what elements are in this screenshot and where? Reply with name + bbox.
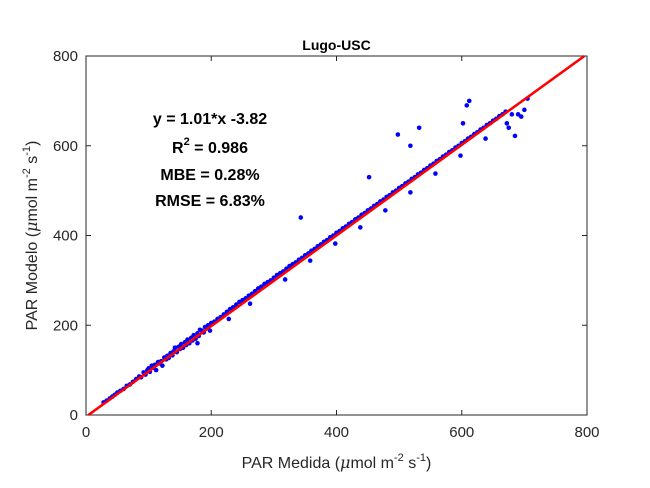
data-point [458, 153, 463, 158]
data-point [408, 190, 413, 195]
data-point [185, 337, 190, 342]
data-point [153, 367, 159, 373]
r2-value: = 0.986 [190, 140, 248, 157]
data-point [512, 133, 518, 139]
x-tick-label: 0 [82, 424, 90, 441]
rmse-annotation: RMSE = 6.83% [155, 193, 265, 210]
regression-line [87, 54, 586, 417]
y-tick-label: 600 [53, 138, 78, 155]
data-point [395, 132, 401, 137]
data-point [518, 114, 524, 119]
y-label-unit: mol m [24, 178, 41, 222]
data-point [506, 125, 512, 131]
data-point [282, 277, 288, 282]
data-point [226, 316, 232, 322]
chart-title: Lugo-USC [302, 37, 370, 53]
data-point [357, 225, 363, 230]
r2-annotation: R2 = 0.986 [172, 136, 248, 157]
data-point [332, 241, 338, 246]
r2-superscript: 2 [184, 136, 190, 148]
x-tick-label: 400 [324, 424, 349, 441]
x-label-prefix: PAR Medida ( [242, 455, 341, 472]
y-tick-label: 400 [53, 228, 78, 245]
data-point [172, 345, 178, 350]
data-point [504, 121, 510, 126]
x-label-mid: s [404, 455, 416, 472]
data-point [195, 340, 200, 346]
x-label-exp2: -1 [416, 452, 426, 464]
axis-tick-labels: 0 200 400 600 800 0 200 400 600 800 [53, 48, 600, 441]
data-point [433, 171, 438, 176]
mbe-annotation: MBE = 0.28% [160, 167, 259, 184]
data-point [408, 143, 413, 149]
data-point [191, 332, 197, 338]
data-point [160, 363, 165, 368]
y-label-mid: s [24, 156, 41, 168]
y-label-exp2: -1 [21, 146, 33, 156]
data-point [466, 98, 472, 104]
x-tick-label: 600 [449, 424, 474, 441]
data-point [207, 328, 213, 333]
y-label-prefix: PAR Modelo ( [24, 231, 41, 330]
data-point [416, 125, 422, 131]
x-label-exp1: -2 [394, 452, 404, 464]
x-label-mu: μ [340, 453, 350, 472]
y-axis-label: PAR Modelo (μmol m-2 s-1) [21, 141, 41, 331]
y-label-mu: μ [22, 222, 41, 232]
x-tick-label: 200 [199, 424, 224, 441]
data-point [522, 107, 527, 113]
data-point [509, 112, 515, 117]
y-tick-label: 200 [53, 317, 78, 334]
x-label-suffix: ) [426, 455, 431, 472]
data-point [383, 208, 388, 213]
y-label-suffix: ) [24, 141, 41, 146]
data-point [307, 258, 313, 263]
equation-annotation: y = 1.01*x -3.82 [153, 111, 267, 128]
data-point [247, 301, 253, 307]
data-point [298, 215, 304, 220]
y-tick-label: 800 [53, 48, 78, 65]
data-point [366, 174, 372, 180]
data-point [460, 121, 466, 126]
x-tick-label: 800 [574, 424, 599, 441]
y-tick-label: 0 [70, 407, 78, 424]
r2-base: R [172, 140, 184, 157]
data-point [464, 103, 470, 108]
axis-ticks [85, 55, 588, 416]
data-point [178, 341, 184, 347]
data-point [483, 136, 488, 141]
y-label-exp1: -2 [21, 168, 33, 178]
x-label-unit: mol m [350, 455, 394, 472]
x-axis-label: PAR Medida (μmol m-2 s-1) [242, 452, 432, 472]
